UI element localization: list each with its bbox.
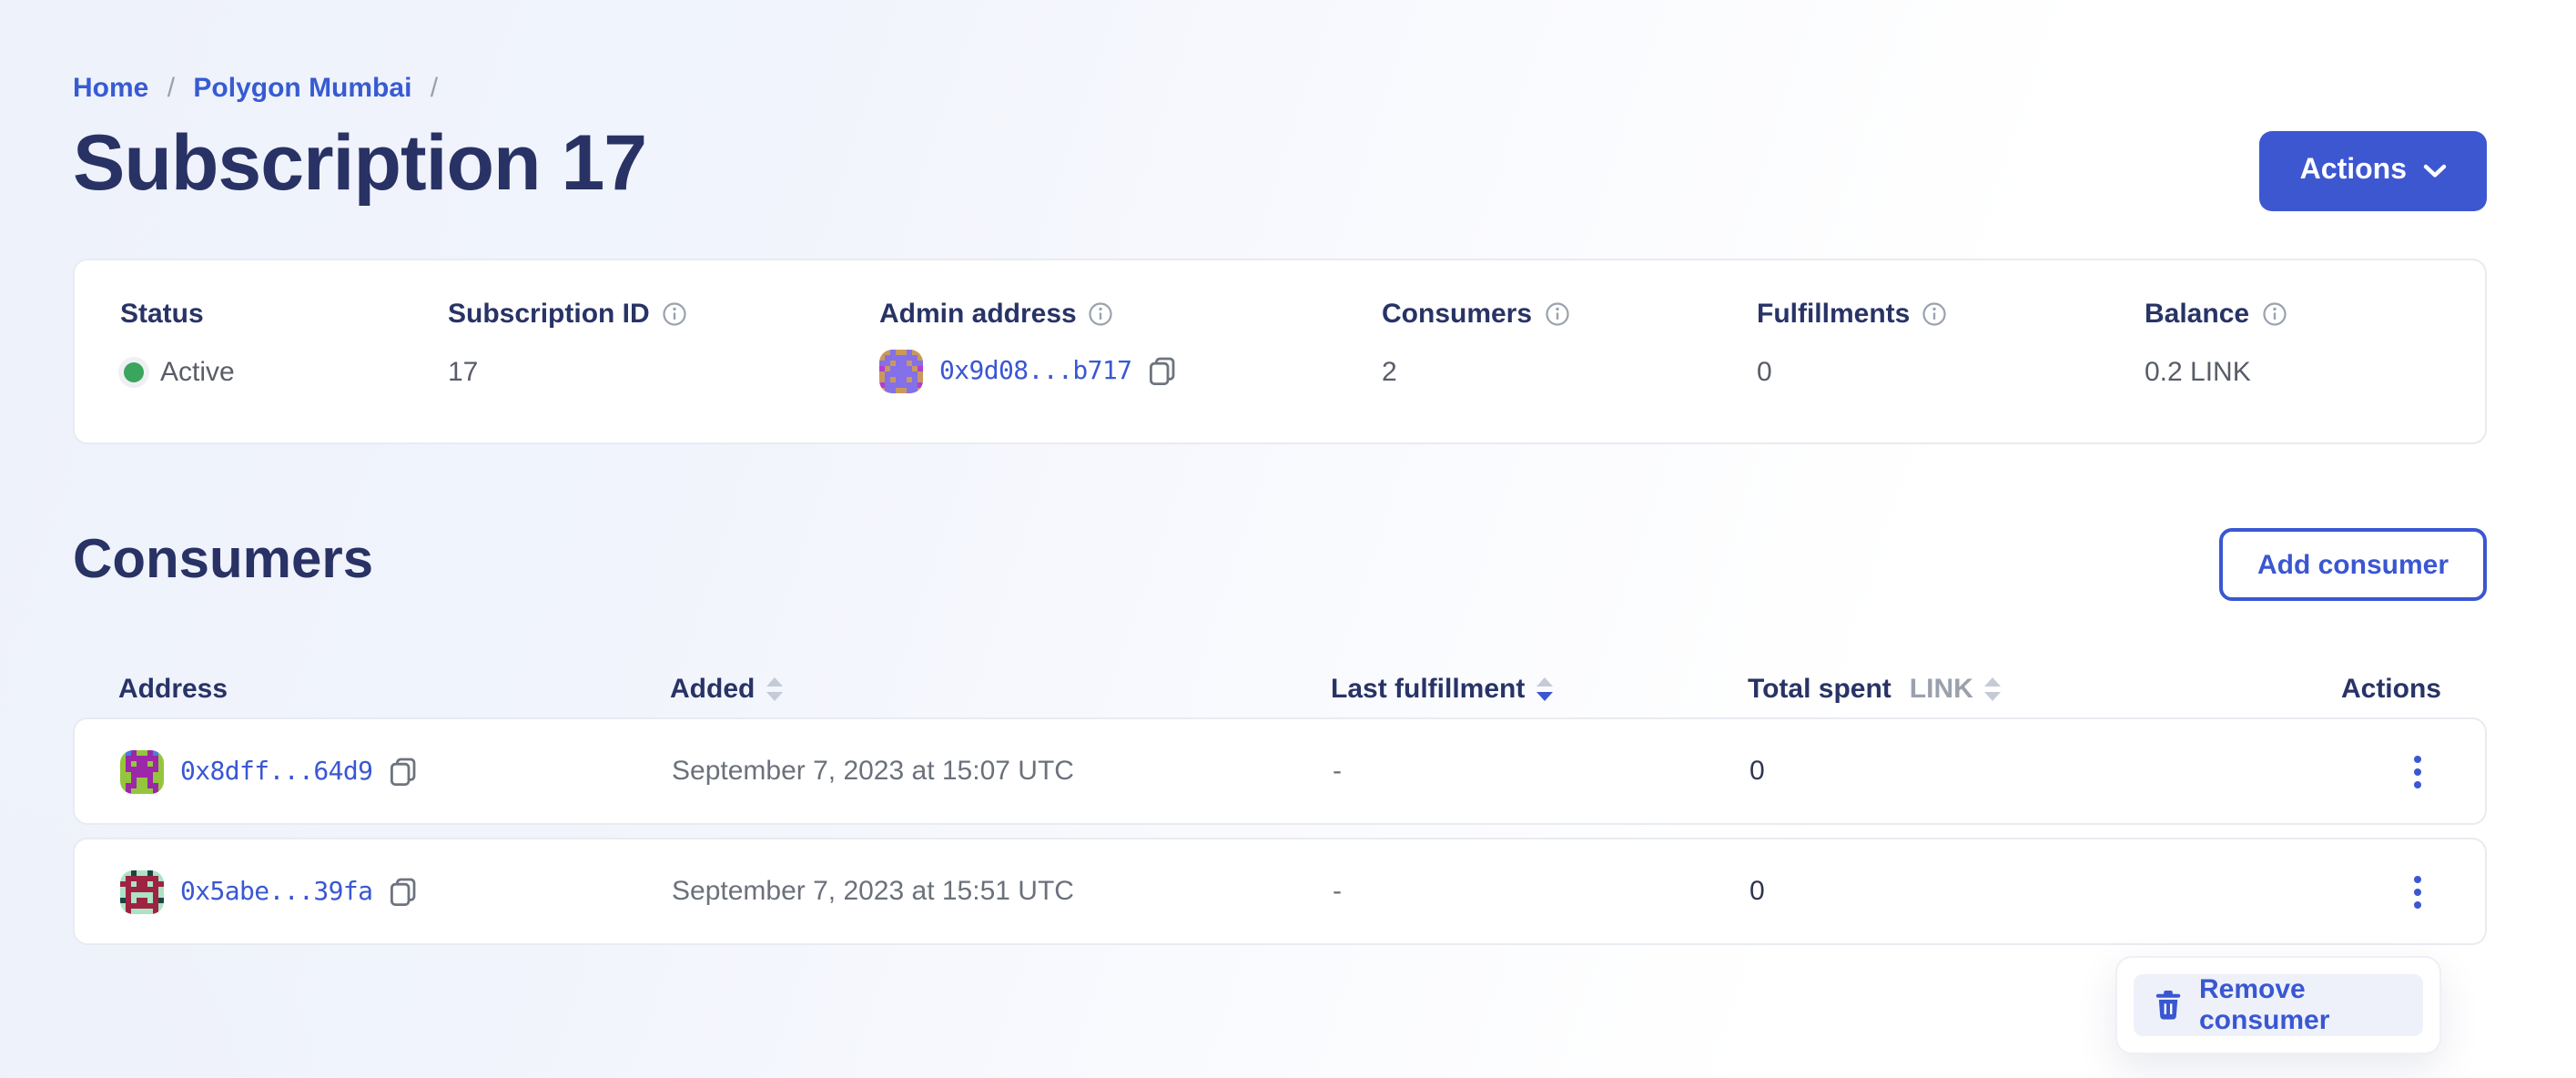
consumer-address-link[interactable]: 0x8dff...64d9 <box>180 757 373 786</box>
avatar <box>120 749 164 793</box>
last-fulfillment-value: - <box>1333 876 1342 907</box>
status-value: Active <box>160 357 235 388</box>
page-title: Subscription 17 <box>73 120 647 208</box>
breadcrumb-network-link[interactable]: Polygon Mumbai <box>193 73 412 104</box>
balance-label: Balance <box>2145 299 2250 330</box>
sort-icon <box>1983 677 2001 701</box>
subscription-id-label: Subscription ID <box>448 299 650 330</box>
balance-value: 0.2 LINK <box>2145 357 2251 388</box>
breadcrumb-separator: / <box>430 73 439 104</box>
kebab-icon[interactable] <box>2396 744 2439 798</box>
added-date: September 7, 2023 at 15:51 UTC <box>672 876 1074 907</box>
subscription-id-value: 17 <box>448 357 479 388</box>
consumers-label: Consumers <box>1382 299 1533 330</box>
sort-icon <box>1536 677 1553 701</box>
consumers-count-value: 2 <box>1382 357 1397 388</box>
row-actions-menu: Remove consumer <box>2115 956 2441 1054</box>
status-label: Status <box>120 299 204 330</box>
copy-icon[interactable] <box>1148 357 1175 386</box>
status-dot <box>124 362 144 382</box>
copy-icon[interactable] <box>389 877 416 906</box>
consumers-section-title: Consumers <box>73 530 374 590</box>
avatar <box>120 870 164 913</box>
breadcrumb-separator: / <box>167 73 176 104</box>
copy-icon[interactable] <box>389 757 416 786</box>
remove-consumer-label: Remove consumer <box>2199 974 2330 1036</box>
chevron-down-icon <box>2423 164 2447 178</box>
column-header-last-fulfillment[interactable]: Last fulfillment <box>1331 674 1748 705</box>
kebab-icon[interactable] <box>2396 864 2439 919</box>
breadcrumb: Home / Polygon Mumbai / <box>73 73 2487 104</box>
remove-consumer-menu-item[interactable]: Remove consumer <box>2134 974 2423 1036</box>
info-icon[interactable] <box>663 302 686 326</box>
avatar <box>879 350 923 393</box>
column-header-added[interactable]: Added <box>670 674 1331 705</box>
total-spent-value: 0 <box>1749 876 1765 907</box>
add-consumer-button[interactable]: Add consumer <box>2218 528 2487 601</box>
fulfillments-value: 0 <box>1757 357 1772 388</box>
last-fulfillment-value: - <box>1333 756 1342 787</box>
subscription-summary-card: Status Active Subscription ID 17 Admin a… <box>73 259 2487 444</box>
table-row: 0x5abe...39fa September 7, 2023 at 15:51… <box>73 838 2487 945</box>
column-header-total-spent[interactable]: Total spent LINK <box>1748 674 2321 705</box>
column-header-actions: Actions <box>2340 674 2441 705</box>
actions-button-label: Actions <box>2299 155 2407 186</box>
breadcrumb-home-link[interactable]: Home <box>73 73 149 104</box>
table-row: 0x8dff...64d9 September 7, 2023 at 15:07… <box>73 717 2487 825</box>
admin-address-link[interactable]: 0x9d08...b717 <box>939 357 1132 386</box>
fulfillments-label: Fulfillments <box>1757 299 1911 330</box>
actions-button[interactable]: Actions <box>2259 131 2487 211</box>
info-icon[interactable] <box>2262 302 2286 326</box>
consumers-table-header: Address Added Last fulfillment Total spe… <box>73 674 2487 705</box>
total-spent-value: 0 <box>1749 756 1765 787</box>
trash-icon <box>2155 991 2181 1020</box>
info-icon[interactable] <box>1545 302 1568 326</box>
info-icon[interactable] <box>1090 302 1113 326</box>
column-header-address: Address <box>118 674 228 705</box>
added-date: September 7, 2023 at 15:07 UTC <box>672 756 1074 787</box>
sort-icon <box>766 677 783 701</box>
consumer-address-link[interactable]: 0x5abe...39fa <box>180 877 373 906</box>
admin-address-label: Admin address <box>879 299 1077 330</box>
info-icon[interactable] <box>1922 302 1946 326</box>
total-spent-unit: LINK <box>1909 674 1973 705</box>
